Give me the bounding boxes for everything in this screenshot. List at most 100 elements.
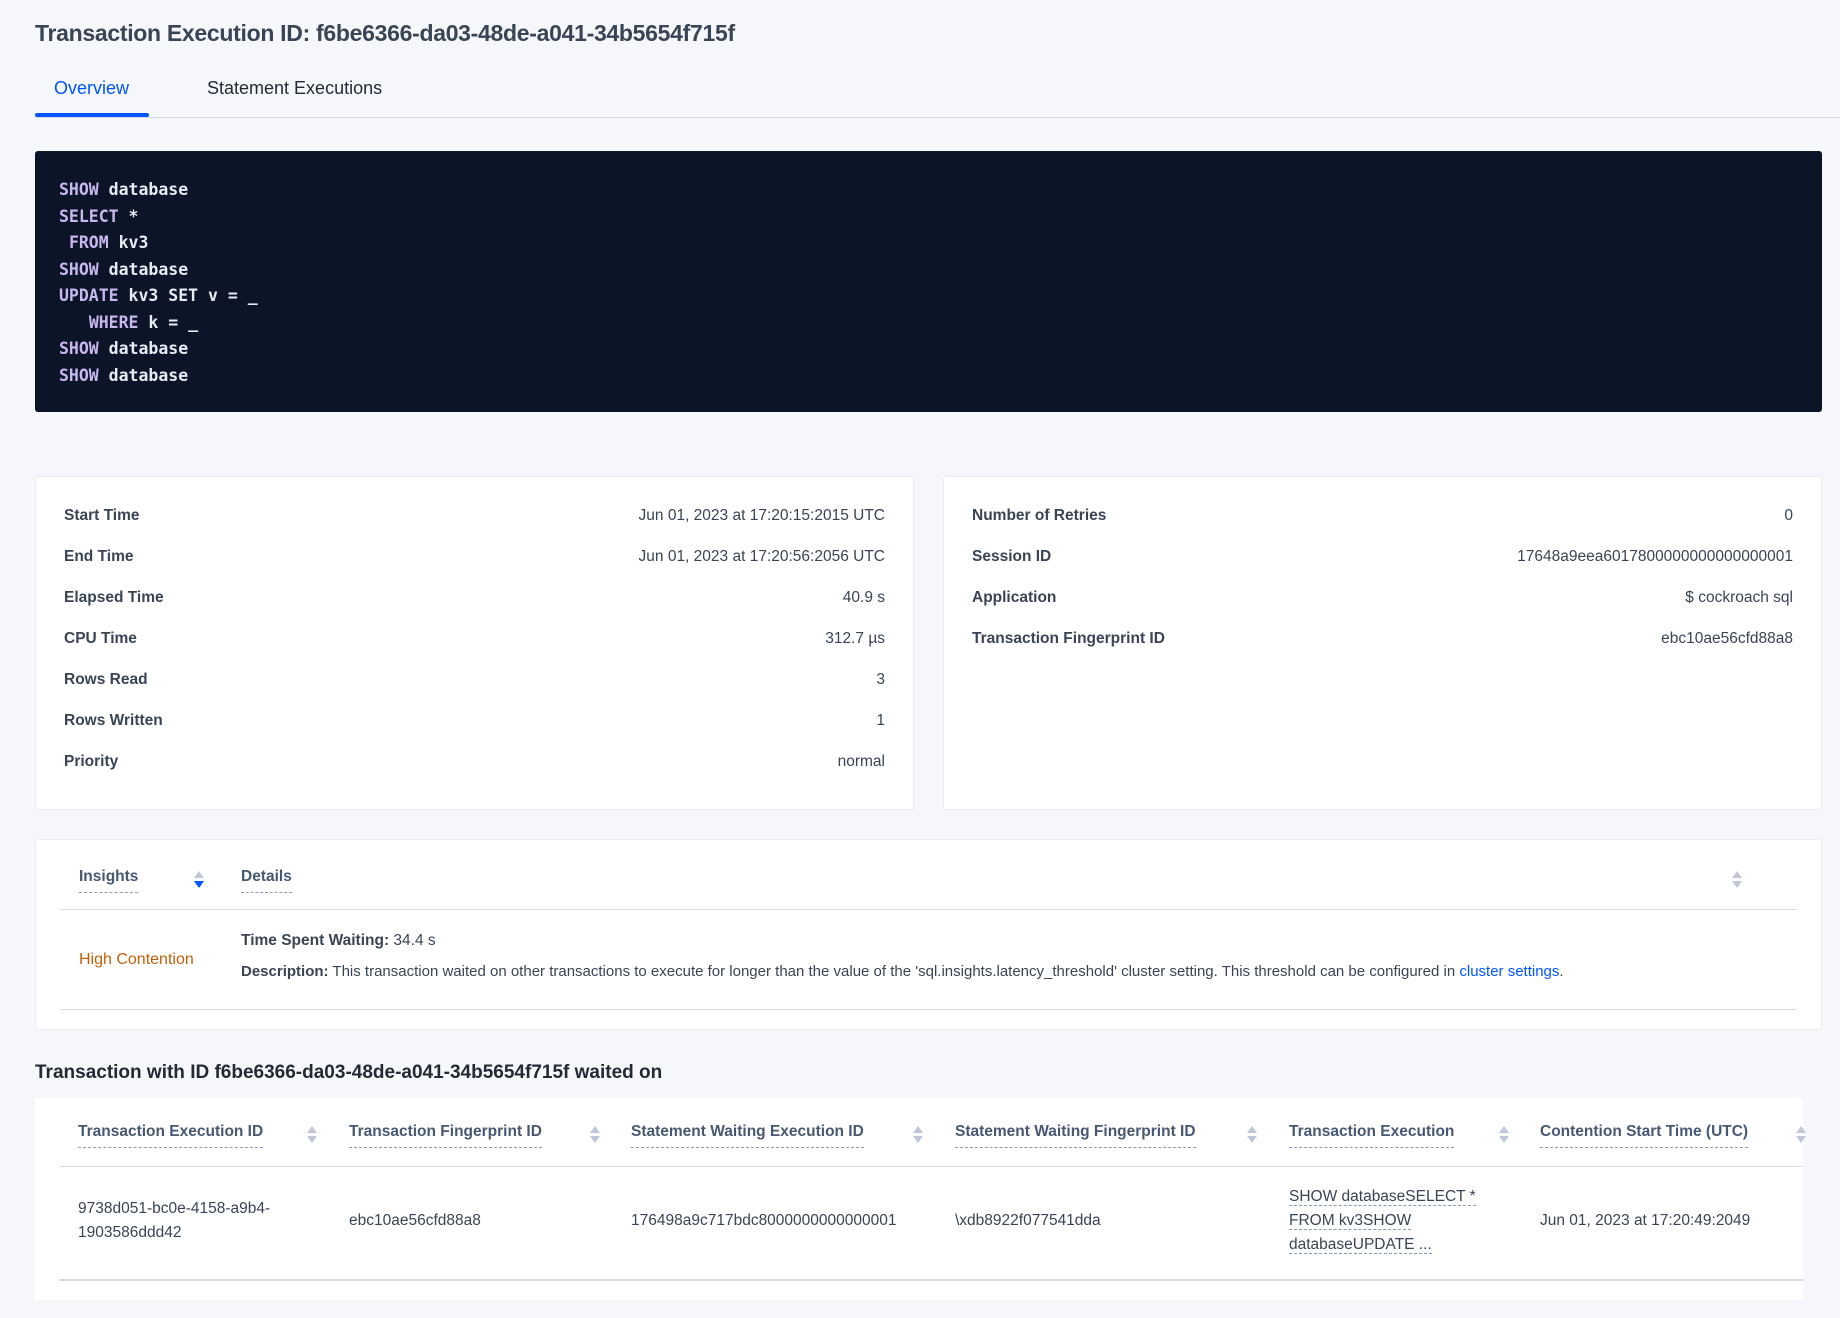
sort-icon[interactable] [913,1126,923,1144]
divider [59,1279,1803,1281]
column-header[interactable]: Statement Waiting Fingerprint ID [955,1123,1196,1148]
summary-row: Elapsed Time 40.9 s [64,589,885,630]
description-text: This transaction waited on other transac… [328,963,1460,980]
sql-text: * [118,206,139,226]
sort-icon[interactable] [194,871,204,889]
txn-execution-cell[interactable]: SHOW databaseSELECT * FROM kv3SHOW datab… [1289,1185,1476,1257]
summary-label: Session ID [972,548,1052,565]
summary-label: Start Time [64,507,140,524]
column-header[interactable]: Statement Waiting Execution ID [631,1123,864,1148]
details-column-header[interactable]: Details [241,868,292,893]
insights-card: Insights Details High Contention Time Sp… [35,839,1822,1030]
summary-value: normal [837,753,885,770]
txn-exec-id-line: 1903586ddd42 [78,1224,182,1241]
txn-fingerprint-cell: ebc10ae56cfd88a8 [349,1212,481,1229]
table-row[interactable]: 9738d051-bc0e-4158-a9b4- 1903586ddd42 ebc… [35,1167,1803,1279]
sql-keyword: UPDATE [59,286,119,305]
summary-value: Jun 01, 2023 at 17:20:15:2015 UTC [638,507,885,524]
summary-value: 40.9 s [842,589,885,606]
waited-on-table: Transaction Execution ID Transaction Fing… [35,1098,1806,1300]
divider [59,1166,1803,1167]
tab-bar: Overview Statement Executions [35,70,1840,118]
txn-exec-line: SHOW databaseSELECT * [1289,1188,1476,1206]
sort-icon[interactable] [307,1126,317,1144]
sql-text: kv3 [108,233,149,252]
contention-start-cell: Jun 01, 2023 at 17:20:49:2049 [1540,1212,1751,1229]
insight-description: Description: This transaction waited on … [241,960,1564,984]
cluster-settings-link[interactable]: cluster settings [1459,963,1560,980]
summary-value: 3 [876,671,885,688]
sort-icon[interactable] [1247,1126,1257,1144]
sql-line: SHOW database [59,336,1798,363]
divider [60,909,1797,910]
sort-icon[interactable] [1796,1126,1806,1144]
time-value: 34.4 s [389,932,436,949]
waited-on-heading: Transaction with ID f6be6366-da03-48de-a… [35,1062,663,1083]
sql-line: SELECT * [59,204,1798,231]
txn-exec-line: FROM kv3SHOW [1289,1212,1412,1230]
summary-row: Session ID 17648a9eea60178000000000000000… [972,548,1793,589]
txn-exec-id-line: 9738d051-bc0e-4158-a9b4- [78,1200,271,1217]
sql-keyword: WHERE [88,312,139,332]
summary-row: CPU Time 312.7 µs [64,630,885,671]
summary-value: 17648a9eea6017800000000000000001 [1517,548,1793,565]
sql-line: FROM kv3 [59,230,1798,257]
tab-overview[interactable]: Overview [54,78,130,98]
txn-exec-line: databaseUPDATE ... [1289,1236,1432,1254]
summary-label: Rows Written [64,712,163,729]
time-label: Time Spent Waiting: [241,932,390,949]
summary-value: 0 [1784,507,1793,524]
sql-text: k = _ [138,312,199,332]
sql-text: kv3 SET v = _ [118,286,258,305]
summary-value: Jun 01, 2023 at 17:20:56:2056 UTC [638,548,885,565]
stmt-exec-id-cell: 176498a9c717bdc8000000000000001 [631,1212,897,1229]
divider [60,1009,1797,1010]
sql-text: database [98,180,189,199]
summary-value: 312.7 µs [825,630,885,647]
summary-label: End Time [64,548,134,565]
summary-row: Transaction Fingerprint ID ebc10ae56cfd88… [972,630,1793,671]
page-title: Transaction Execution ID: f6be6366-da03-… [35,20,735,46]
fingerprint-link[interactable]: ebc10ae56cfd88a8 [1661,630,1793,647]
summary-label: Number of Retries [972,507,1107,524]
insights-column-header[interactable]: Insights [79,868,139,893]
summary-card-right: Number of Retries 0 Session ID 17648a9eea60… [943,476,1822,810]
sql-keyword: SELECT [59,206,119,226]
column-header[interactable]: Transaction Execution ID [78,1123,264,1148]
sort-icon[interactable] [1499,1126,1509,1144]
active-tab-indicator [35,113,149,117]
txn-exec-id-cell[interactable]: 9738d051-bc0e-4158-a9b4- 1903586ddd42 [78,1197,270,1245]
summary-value: $ cockroach sql [1685,589,1793,606]
sql-line: WHERE k = _ [59,310,1798,337]
column-header[interactable]: Contention Start Time (UTC) [1540,1123,1749,1148]
sql-text: database [98,339,189,358]
summary-label: Transaction Fingerprint ID [972,630,1165,647]
summary-row: Start Time Jun 01, 2023 at 17:20:15:2015 … [64,507,885,548]
column-header[interactable]: Transaction Execution [1289,1123,1455,1148]
summary-value: 1 [876,712,885,729]
summary-row: Priority normal [64,753,885,794]
sql-code-block: SHOW database SELECT * FROM kv3 SHOW datab… [35,151,1822,412]
sort-icon[interactable] [590,1126,600,1144]
summary-row: End Time Jun 01, 2023 at 17:20:56:2056 UT… [64,548,885,589]
tab-statement-executions[interactable]: Statement Executions [207,78,383,98]
summary-label: Elapsed Time [64,589,164,606]
sort-icon[interactable] [1732,871,1742,889]
summary-card-left: Start Time Jun 01, 2023 at 17:20:15:2015 … [35,476,914,810]
summary-label: CPU Time [64,630,137,647]
description-end: . [1559,963,1564,980]
sql-line: SHOW database [59,257,1798,284]
sql-keyword: SHOW [59,339,99,358]
sql-keyword: SHOW [59,259,99,279]
summary-row: Rows Read 3 [64,671,885,712]
sql-text: database [98,365,189,385]
sql-keyword: FROM [68,233,109,252]
summary-label: Priority [64,753,119,770]
insight-label: High Contention [79,951,194,968]
sql-keyword: SHOW [59,365,99,385]
sql-keyword: SHOW [59,180,99,199]
sql-text: database [98,259,189,279]
summary-row: Application $ cockroach sql [972,589,1793,630]
column-header[interactable]: Transaction Fingerprint ID [349,1123,542,1148]
sql-line: SHOW database [59,177,1798,204]
